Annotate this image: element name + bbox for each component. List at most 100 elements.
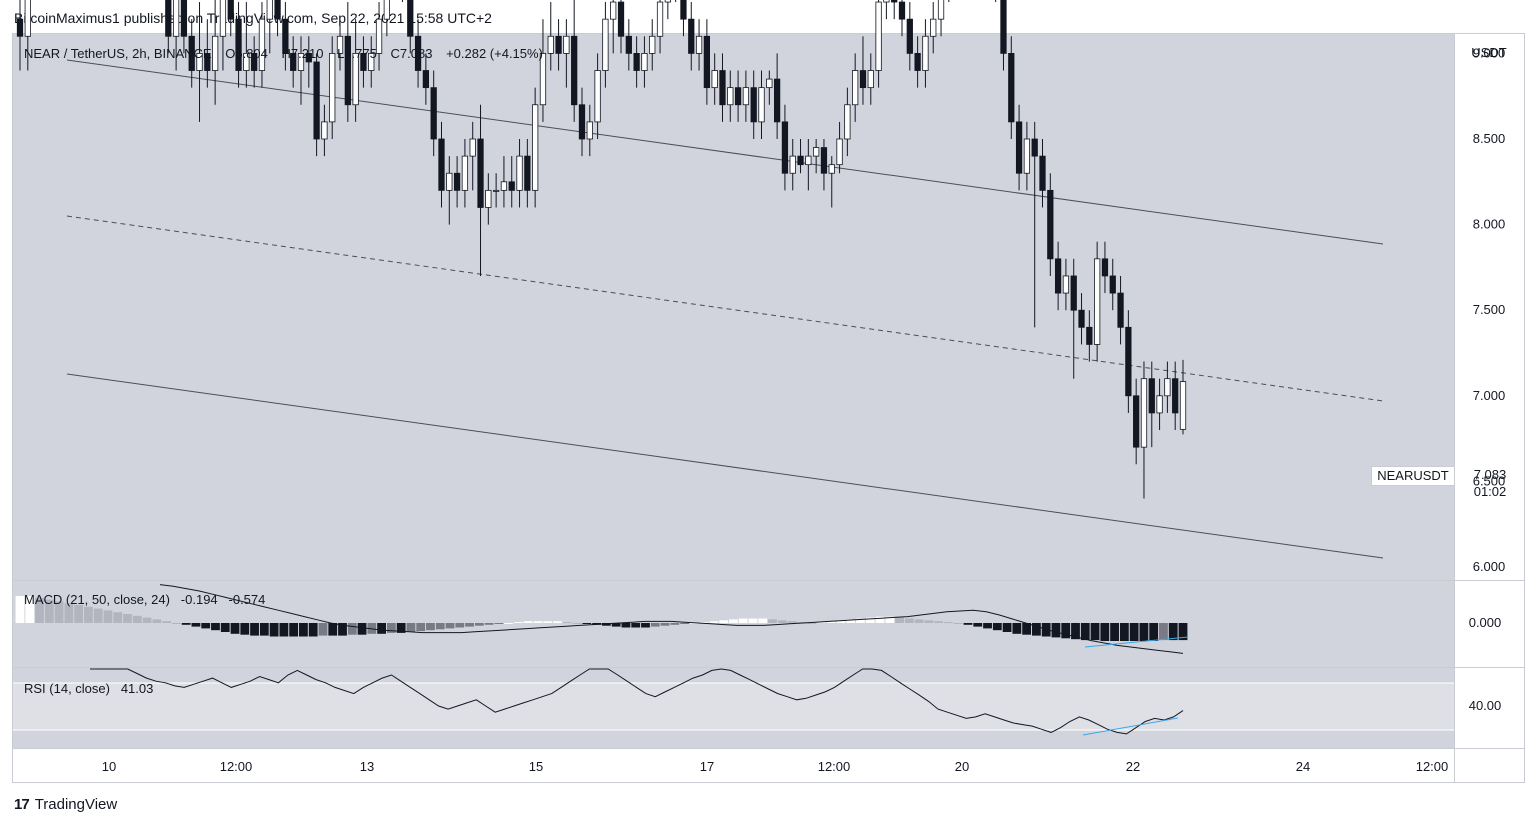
macd-bar [1051, 623, 1061, 638]
candle-up [258, 18, 266, 71]
macd-bar [74, 605, 84, 623]
macd-bar [44, 599, 54, 623]
candle-up [766, 78, 773, 89]
candle-up [828, 164, 835, 174]
candle-down [508, 181, 515, 191]
candle-down [360, 53, 367, 71]
macd-bar [748, 618, 758, 623]
macd-bar [641, 623, 650, 628]
time-tick-label: 10 [102, 759, 116, 774]
candle-up [539, 53, 547, 106]
candle-down [617, 1, 625, 37]
candle-up [547, 35, 554, 54]
macd-bar [474, 623, 484, 626]
candle-up [844, 104, 851, 140]
candle-up [266, 0, 273, 20]
candle-down [188, 35, 195, 71]
macd-bar [142, 617, 152, 623]
candle-up [492, 189, 500, 192]
candle-up [641, 53, 648, 71]
macd-bar [944, 622, 953, 624]
candle-up [727, 87, 734, 106]
macd-bar [1178, 623, 1188, 641]
macd-bar [386, 623, 396, 633]
candle-down [430, 87, 437, 140]
macd-bar [308, 623, 318, 637]
candles [16, 0, 1187, 499]
legend-high-label: H [281, 46, 291, 61]
macd-bar [465, 623, 474, 627]
last-price-box: 7.083 01:02 [1458, 466, 1522, 500]
candle-down [1015, 121, 1023, 174]
candle-up [610, 1, 617, 20]
macd-bar [680, 623, 689, 624]
candle-up [813, 147, 820, 157]
macd-bar [1012, 623, 1022, 634]
macd-bar [758, 618, 768, 623]
candle-down [750, 87, 757, 123]
price-tick-label: 9.000 [1473, 45, 1506, 60]
candle-down [165, 0, 172, 37]
candle-up [789, 155, 796, 174]
time-tick-label: 12:00 [220, 759, 253, 774]
macd-bar [426, 623, 435, 631]
candle-up [711, 70, 718, 89]
candle-down [1031, 138, 1038, 157]
rsi-legend: RSI (14, close) 41.03 [24, 681, 153, 696]
macd-bar [992, 623, 1002, 631]
macd-value-1: -0.194 [180, 592, 218, 607]
macd-bar [113, 612, 123, 623]
macd-bar [983, 623, 992, 629]
price-tick-label: 6.500 [1473, 473, 1506, 488]
candle-up [24, 0, 31, 37]
price-tick-label: 7.500 [1473, 302, 1506, 317]
channel-lower-line [66, 373, 1384, 559]
candle-down [555, 35, 562, 54]
legend-low-label: L [337, 46, 345, 61]
candle-up [594, 70, 601, 123]
macd-bar [533, 621, 543, 623]
candle-down [734, 87, 742, 106]
candle-down [1172, 378, 1179, 414]
macd-bar [846, 619, 856, 623]
macd-bar [670, 623, 680, 625]
candle-down [1039, 155, 1046, 191]
macd-bar [64, 603, 74, 623]
candle-up [352, 53, 359, 106]
macd-bar [1119, 623, 1129, 641]
rsi-axis-label: 40.00 [1469, 698, 1502, 713]
candle-down [344, 35, 351, 106]
candle-down [1054, 258, 1062, 294]
macd-bar [719, 620, 729, 623]
candle-down [719, 70, 726, 106]
macd-bar [93, 608, 103, 623]
candle-down [407, 0, 414, 37]
candle-down [914, 53, 921, 71]
candle-down [571, 35, 578, 106]
footer-brand[interactable]: TradingView [34, 796, 118, 813]
candle-up [172, 0, 180, 37]
macd-bar [445, 623, 455, 629]
macd-bar [1159, 623, 1168, 641]
macd-bar [240, 623, 250, 635]
legend-change: +0.282 (+4.15%) [446, 46, 543, 61]
candle-down [1133, 395, 1140, 448]
macd-bar [201, 623, 211, 629]
price-axis-labels: 11.50011.00010.50010.0009.5009.0008.5008… [1473, 45, 1506, 574]
time-tick-label: 12:00 [1416, 759, 1449, 774]
candle-up [875, 1, 882, 71]
macd-bar [914, 619, 924, 623]
macd-bar [181, 623, 191, 625]
candle-up [883, 0, 890, 3]
candle-up [852, 70, 859, 106]
rsi-label: RSI (14, close) [24, 681, 110, 696]
macd-bar [484, 623, 494, 625]
candle-down [1070, 275, 1077, 311]
time-tick-label: 22 [1126, 759, 1140, 774]
macd-bar [738, 618, 748, 623]
rsi-divergence-line [1082, 717, 1179, 736]
candle-down [1101, 258, 1109, 277]
candle-up [937, 0, 945, 20]
y-axis-unit: USDT [1471, 45, 1506, 60]
